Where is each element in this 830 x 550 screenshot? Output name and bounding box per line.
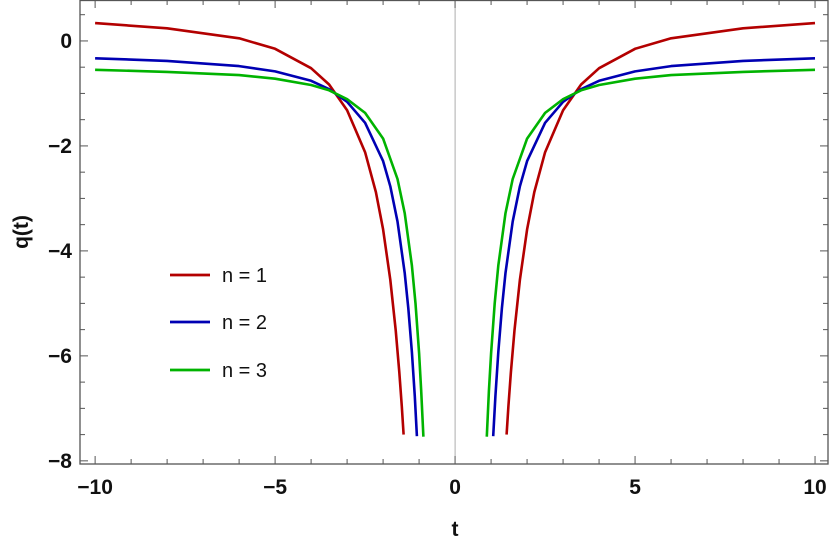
x-tick-label: 10: [803, 476, 826, 499]
series-line-n2-branch-1: [95, 57, 419, 437]
y-tick-label: −4: [48, 240, 72, 263]
legend: n = 1 n = 2 n = 3: [170, 265, 267, 382]
series-line-n1-branch-1: [95, 21, 405, 435]
x-tick-label: 5: [629, 476, 641, 499]
x-tick-label: −5: [263, 476, 287, 499]
legend-label: n = 3: [222, 360, 267, 382]
legend-label: n = 2: [222, 312, 267, 334]
y-tick-label: −6: [48, 345, 72, 368]
x-tick-label: −10: [77, 476, 113, 499]
series-line-n3-branch-1: [95, 68, 425, 437]
y-axis-label: q(t): [10, 215, 33, 249]
x-axis-label: t: [452, 518, 459, 541]
y-tick-label: −2: [48, 135, 72, 158]
y-tick-label: 0: [60, 30, 72, 53]
x-tick-label: 0: [449, 476, 461, 499]
y-tick-label: −8: [48, 450, 72, 473]
series-line-n3-branch-2: [485, 68, 816, 437]
plot-frame: [79, 0, 829, 465]
legend-label: n = 1: [222, 265, 267, 287]
series-line-n2-branch-2: [491, 57, 816, 437]
series-line-n1-branch-2: [505, 21, 816, 435]
